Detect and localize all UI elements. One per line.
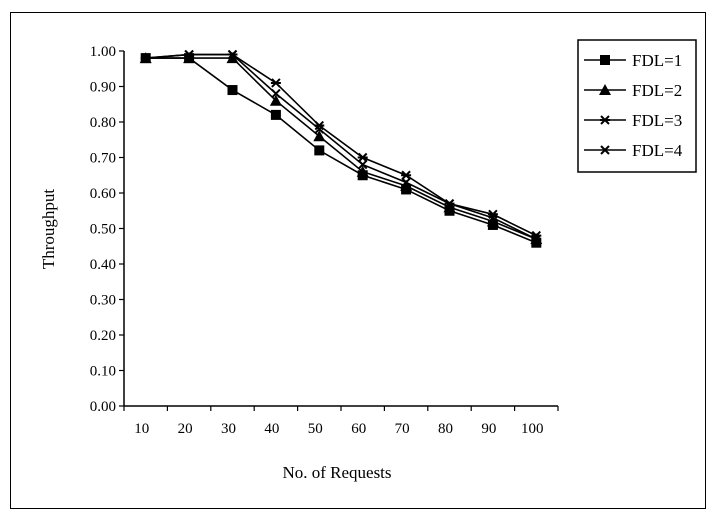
data-point	[227, 85, 238, 96]
data-point	[356, 165, 369, 177]
legend-label: FDL=2	[632, 81, 682, 100]
data-point	[269, 94, 282, 106]
x-axis-label: No. of Requests	[282, 463, 391, 482]
legend-label: FDL=3	[632, 111, 682, 130]
series-line	[145, 57, 537, 240]
y-tick-label: 0.70	[90, 151, 116, 167]
data-point	[486, 215, 499, 227]
x-tick-label: 20	[178, 421, 193, 437]
x-tick-label: 70	[395, 421, 410, 437]
y-tick-label: 0.00	[90, 399, 116, 415]
series-fdl-1	[140, 53, 542, 248]
x-tick-label: 50	[308, 421, 323, 437]
series-line	[145, 53, 537, 237]
x-tick-label: 90	[481, 421, 496, 437]
series-fdl-2	[139, 52, 543, 245]
y-tick-label: 0.20	[90, 328, 116, 344]
y-tick-label: 0.50	[90, 222, 116, 238]
x-tick-label: 10	[134, 421, 149, 437]
x-tick-label: 30	[221, 421, 236, 437]
data-point	[531, 234, 542, 244]
y-tick-label: 0.80	[90, 115, 116, 131]
x-tick-label: 100	[521, 421, 544, 437]
y-tick-label: 0.40	[90, 257, 116, 273]
series-layer	[139, 49, 543, 248]
data-point	[488, 213, 498, 223]
legend-label: FDL=4	[632, 141, 683, 160]
x-tick-label: 80	[438, 421, 453, 437]
data-point	[600, 145, 610, 155]
series-fdl-3	[140, 49, 542, 241]
chart-frame	[10, 12, 706, 509]
data-point	[184, 49, 194, 60]
y-tick-label: 0.90	[90, 80, 116, 96]
legend-item: FDL=4	[584, 141, 683, 160]
data-point	[313, 130, 326, 142]
data-point	[227, 49, 238, 60]
y-tick-label: 0.30	[90, 293, 116, 309]
legend-item: FDL=1	[584, 51, 682, 70]
data-point	[357, 159, 368, 170]
data-point	[599, 84, 611, 95]
data-point	[600, 55, 610, 65]
x-tick-label: 40	[264, 421, 279, 437]
data-point	[314, 124, 325, 134]
data-point	[600, 115, 610, 125]
data-point	[226, 52, 239, 64]
legend-item: FDL=2	[584, 81, 682, 100]
data-point	[444, 198, 455, 209]
axes: 0.00 0.10 0.20 0.30 0.40 0.50 0.60 0.70 0.80 0.90…	[90, 44, 559, 437]
data-point	[401, 170, 412, 180]
data-point	[443, 201, 456, 213]
x-tick-label: 60	[351, 421, 366, 437]
legend: FDL=1 FDL=2 FDL=3 FDL=4	[577, 39, 697, 173]
data-point	[271, 88, 281, 99]
data-point	[400, 179, 413, 191]
series-fdl-4	[140, 49, 542, 244]
data-point	[183, 52, 196, 64]
y-tick-label: 1.00	[90, 44, 116, 60]
data-point	[140, 53, 151, 63]
y-axis-label: Throughput	[39, 189, 58, 270]
series-line	[145, 57, 537, 244]
data-point	[401, 177, 411, 188]
data-point	[357, 152, 368, 163]
y-tick-label: 0.60	[90, 186, 116, 202]
legend-item: FDL=3	[584, 111, 682, 130]
series-line	[145, 53, 537, 240]
data-point	[314, 145, 325, 156]
y-tick-label: 0.10	[90, 364, 116, 380]
data-point	[270, 109, 281, 120]
legend-label: FDL=1	[632, 51, 682, 70]
data-point	[270, 78, 281, 88]
